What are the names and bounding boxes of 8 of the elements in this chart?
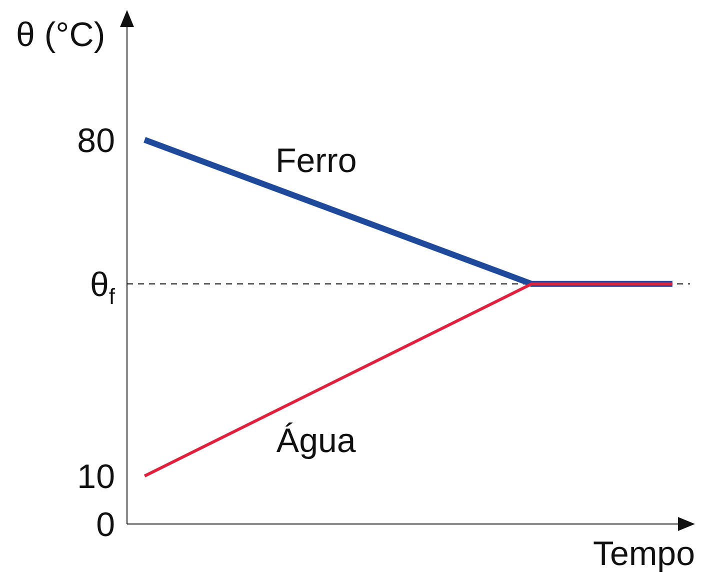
x-axis-title: Tempo [592,535,695,573]
series-label: Ferro [276,142,357,180]
y-axis-title: θ (°C) [16,16,106,54]
y-tick-label: θ$_{f}$ [90,266,116,309]
series-label: Água [276,422,356,460]
y-tick-label: 80 [77,122,115,160]
y-tick-label: 0 [96,506,115,544]
y-tick-label: 10 [77,458,115,496]
